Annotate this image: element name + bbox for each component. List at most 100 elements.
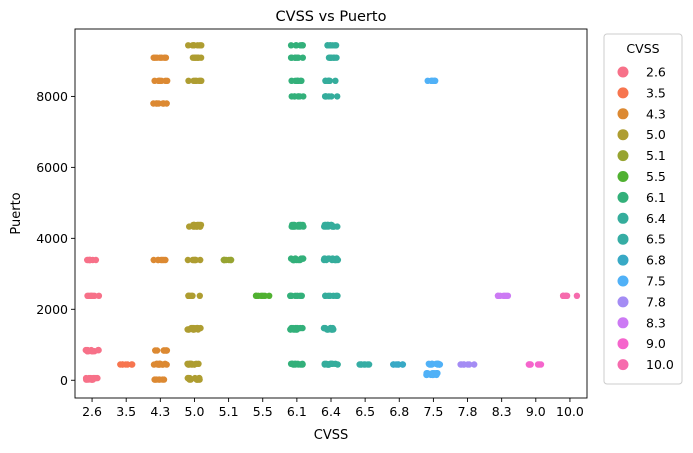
legend-label: 6.8 [646, 253, 666, 268]
data-point [300, 93, 307, 100]
y-tick-label: 2000 [36, 302, 68, 317]
data-point [399, 361, 407, 368]
legend-marker [617, 254, 629, 266]
legend-label: 2.6 [646, 65, 666, 80]
data-point [195, 77, 203, 85]
data-point [434, 360, 441, 367]
data-point [289, 324, 297, 332]
chart-title: CVSS vs Puerto [276, 9, 387, 25]
data-point [196, 292, 203, 299]
x-tick-label: 5.0 [185, 404, 205, 419]
data-point [299, 360, 306, 367]
data-point [327, 360, 334, 367]
legend-marker [617, 191, 629, 203]
x-tick-label: 7.5 [423, 404, 443, 419]
legend-label: 4.3 [646, 106, 666, 121]
data-point [163, 100, 170, 107]
data-point [320, 324, 328, 332]
data-point [298, 292, 305, 299]
data-point [255, 292, 262, 299]
x-tick-label: 9.0 [526, 404, 546, 419]
data-point [151, 77, 158, 85]
legend-marker [617, 233, 629, 245]
x-tick-label: 3.5 [116, 404, 136, 419]
data-point [188, 292, 195, 299]
legend-label: 3.5 [646, 85, 666, 100]
data-point [161, 360, 169, 367]
legend-marker [617, 171, 629, 182]
data-point [364, 361, 371, 368]
x-tick-label: 6.1 [287, 404, 307, 419]
data-point [150, 100, 157, 107]
data-point [297, 255, 305, 262]
y-tick-label: 6000 [36, 160, 68, 175]
data-point [294, 292, 301, 299]
data-point [299, 324, 306, 332]
data-point [292, 54, 299, 61]
x-tick-label: 4.3 [150, 404, 170, 419]
legend-marker [617, 359, 629, 371]
legend: CVSS 2.6 3.5 4.3 5.0 5.1 5.5 6.1 6.4 6.5 6.8 7.5 7.… [603, 33, 683, 385]
legend-marker [617, 66, 629, 78]
data-point [534, 361, 542, 368]
legend-marker [617, 296, 629, 308]
data-point [466, 361, 473, 368]
data-point [357, 361, 365, 368]
data-point [191, 54, 198, 61]
data-point [88, 292, 95, 299]
data-point [153, 360, 160, 367]
legend-label: 6.5 [646, 232, 666, 247]
y-tick-label: 8000 [36, 89, 68, 104]
plot-area [82, 42, 581, 383]
y-axis-label: Puerto [9, 192, 24, 234]
data-point [198, 42, 205, 49]
axes-frame [74, 28, 588, 399]
data-point [299, 54, 306, 61]
data-point [153, 347, 161, 354]
data-point [124, 361, 131, 368]
legend-label: 7.8 [646, 294, 666, 309]
legend-label: 6.1 [646, 190, 666, 205]
data-point [196, 374, 203, 382]
data-point [155, 256, 162, 264]
legend-marker [617, 212, 629, 224]
legend-marker [617, 87, 629, 99]
legend-marker [617, 129, 629, 141]
data-point [328, 221, 335, 229]
data-point [433, 370, 441, 377]
data-point [184, 374, 191, 382]
data-point [156, 77, 163, 85]
x-tick-label: 6.5 [355, 404, 375, 419]
data-point [82, 374, 90, 382]
data-point [289, 360, 296, 367]
data-point [327, 54, 334, 61]
data-point [95, 292, 103, 299]
data-point [333, 292, 340, 299]
data-point [191, 256, 199, 264]
x-axis-label: CVSS [314, 428, 348, 443]
data-point [91, 374, 98, 382]
data-point [294, 360, 301, 367]
data-point [332, 42, 340, 49]
data-point [162, 54, 170, 61]
data-point [573, 292, 581, 299]
data-point [86, 256, 94, 264]
data-point [326, 255, 333, 262]
x-tick-label: 8.3 [492, 404, 512, 419]
axes: 2.6 3.5 4.3 5.0 5.1 5.5 6.1 6.4 6.5 6.8 7.5 7.8 8.3 9… [36, 28, 588, 419]
data-point [322, 93, 330, 100]
y-tick-label: 4000 [36, 231, 68, 246]
data-point [197, 256, 204, 264]
data-point [92, 256, 100, 264]
data-point [190, 77, 197, 85]
x-tick-label: 5.1 [219, 404, 239, 419]
data-point [323, 360, 330, 367]
data-point [294, 77, 301, 85]
data-point [156, 376, 163, 383]
data-point [525, 361, 533, 368]
data-point [327, 42, 334, 49]
legend-marker [617, 338, 629, 350]
data-point [325, 77, 332, 85]
data-point [424, 370, 431, 377]
